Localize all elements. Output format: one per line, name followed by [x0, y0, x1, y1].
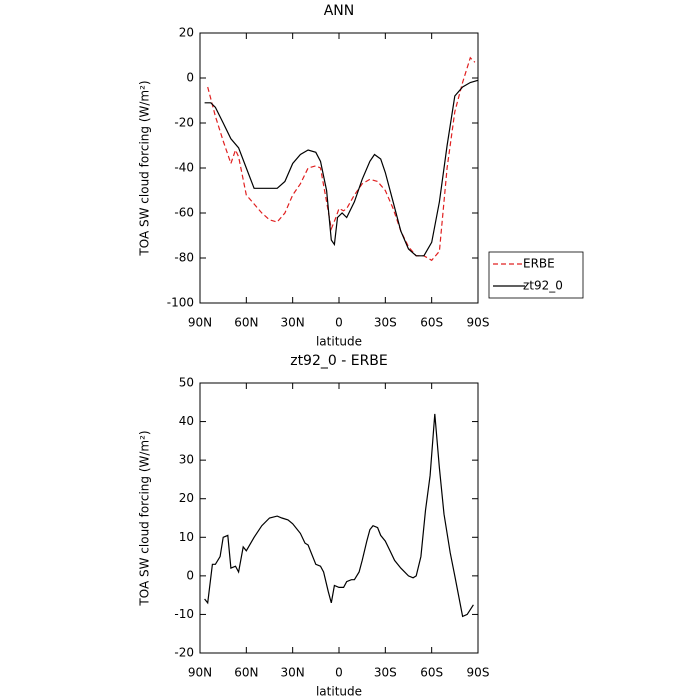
chart-title: ANN [324, 3, 355, 19]
data-line [204, 413, 474, 618]
y-tick-label: 50 [179, 376, 194, 390]
x-tick-label: 30S [374, 316, 397, 330]
y-tick-label: -80 [174, 251, 194, 265]
x-tick-label: 0 [335, 666, 343, 680]
y-tick-label: -100 [167, 296, 194, 310]
y-tick-label: -20 [174, 646, 194, 660]
y-tick-label: 0 [186, 71, 194, 85]
x-axis-label: latitude [316, 685, 362, 699]
x-tick-label: 60S [420, 666, 443, 680]
x-tick-label: 90S [467, 666, 490, 680]
x-tick-label: 90N [188, 666, 212, 680]
y-tick-label: 20 [179, 491, 194, 505]
y-tick-label: -40 [174, 161, 194, 175]
legend-box [488, 251, 584, 299]
y-tick-label: -20 [174, 116, 194, 130]
x-tick-label: 30S [374, 666, 397, 680]
x-tick-label: 90N [188, 316, 212, 330]
plot-frame [199, 32, 479, 304]
y-tick-label: 10 [179, 530, 194, 544]
y-tick-label: -60 [174, 206, 194, 220]
y-tick-label: 20 [179, 26, 194, 40]
y-tick-label: 0 [186, 568, 194, 582]
y-tick-label: -10 [174, 607, 194, 621]
plot-frame [199, 382, 479, 654]
x-tick-label: 60S [420, 316, 443, 330]
x-tick-label: 0 [335, 316, 343, 330]
legend-label: zt92_0 [523, 279, 563, 293]
y-tick-label: 30 [179, 453, 194, 467]
data-line [204, 79, 479, 257]
data-line [207, 56, 476, 262]
y-axis-label: TOA SW cloud forcing (W/m²) [138, 430, 152, 606]
chart-title: zt92_0 - ERBE [290, 353, 388, 369]
x-tick-label: 90S [467, 316, 490, 330]
x-tick-label: 30N [281, 316, 305, 330]
x-tick-label: 60N [234, 666, 258, 680]
legend-label: ERBE [523, 257, 555, 271]
x-tick-label: 60N [234, 316, 258, 330]
x-tick-label: 30N [281, 666, 305, 680]
y-tick-label: 40 [179, 414, 194, 428]
x-axis-label: latitude [316, 335, 362, 349]
y-axis-label: TOA SW cloud forcing (W/m²) [138, 80, 152, 256]
